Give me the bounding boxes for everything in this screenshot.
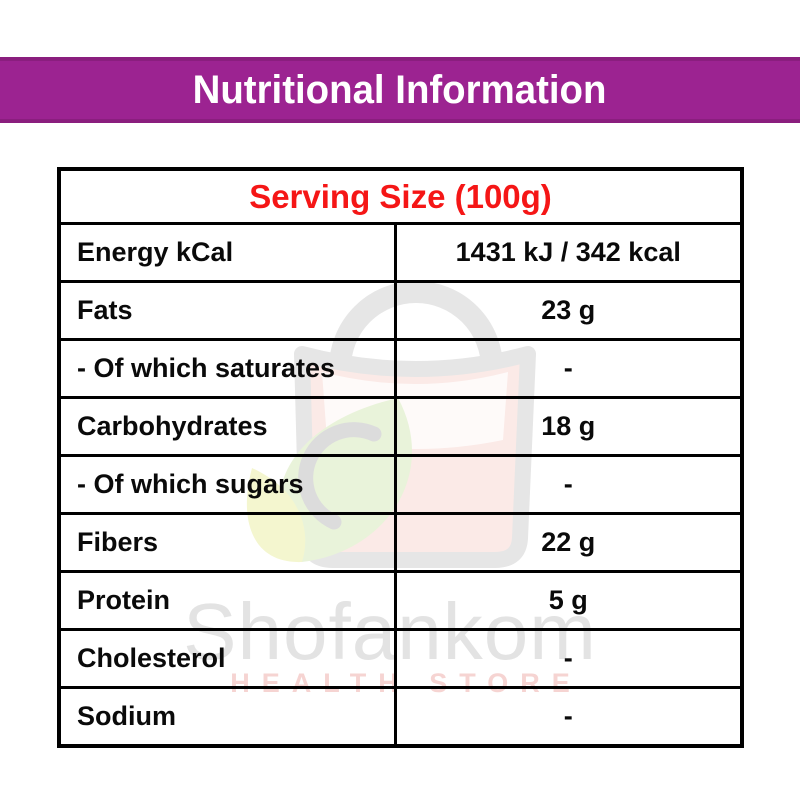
table-row: Energy kCal 1431 kJ / 342 kcal (57, 222, 744, 283)
page-title: Nutritional Information (193, 67, 607, 112)
nutrient-value: 5 g (393, 570, 744, 631)
table-row: - Of which saturates - (57, 338, 744, 399)
nutrient-value: 22 g (393, 512, 744, 573)
nutrient-value: - (393, 686, 744, 748)
nutrient-label: Fats (57, 280, 397, 341)
nutrient-value: 18 g (393, 396, 744, 457)
nutrient-label: Energy kCal (57, 222, 397, 283)
nutrient-value: 1431 kJ / 342 kcal (393, 222, 744, 283)
nutrient-value: - (393, 338, 744, 399)
nutrient-label: Cholesterol (57, 628, 397, 689)
nutrient-value: 23 g (393, 280, 744, 341)
title-banner: Nutritional Information (0, 57, 800, 123)
table-row: Sodium - (57, 686, 744, 748)
nutrient-label: Carbohydrates (57, 396, 397, 457)
nutrient-label: Protein (57, 570, 397, 631)
nutrient-label: Sodium (57, 686, 397, 748)
table-header-row: Serving Size (100g) (57, 167, 744, 225)
table-row: Carbohydrates 18 g (57, 396, 744, 457)
table-row: - Of which sugars - (57, 454, 744, 515)
table-row: Cholesterol - (57, 628, 744, 689)
table-row: Fibers 22 g (57, 512, 744, 573)
table-row: Protein 5 g (57, 570, 744, 631)
table-row: Fats 23 g (57, 280, 744, 341)
nutrient-value: - (393, 454, 744, 515)
nutrition-table: Serving Size (100g) Energy kCal 1431 kJ … (57, 167, 744, 748)
nutrient-value: - (393, 628, 744, 689)
nutrient-label: - Of which saturates (57, 338, 397, 399)
nutrient-label: Fibers (57, 512, 397, 573)
serving-size-header: Serving Size (100g) (57, 167, 744, 225)
nutrient-label: - Of which sugars (57, 454, 397, 515)
